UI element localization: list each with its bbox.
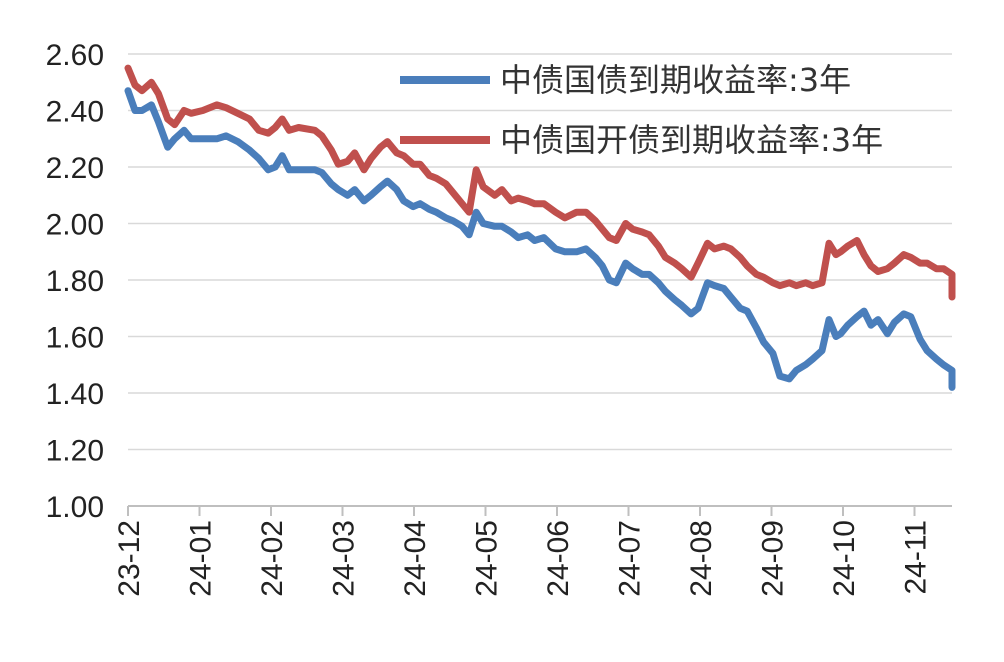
x-tick-label: 24-11 — [900, 520, 933, 595]
y-tick-label: 1.00 — [46, 491, 104, 524]
x-tick-label: 24-06 — [542, 520, 575, 597]
x-tick-label: 24-08 — [685, 520, 718, 597]
y-tick-label: 2.40 — [46, 96, 104, 129]
x-tick-label: 23-12 — [113, 520, 146, 597]
x-tick-label: 24-10 — [828, 520, 861, 597]
y-tick-label: 1.40 — [46, 378, 104, 411]
x-tick-label: 24-07 — [614, 520, 647, 597]
x-tick-label: 24-02 — [256, 520, 289, 597]
y-tick-label: 2.60 — [46, 39, 104, 72]
y-tick-label: 2.20 — [46, 152, 104, 185]
x-axis-tick-labels: 23-12 24-01 24-02 24-03 24-04 24-05 24-06 24-07… — [113, 520, 933, 597]
y-tick-label: 1.20 — [46, 435, 104, 468]
x-tick-label: 24-01 — [185, 520, 218, 597]
series-lines — [124, 64, 956, 391]
x-axis — [127, 505, 952, 516]
y-axis-tick-labels: 1.00 1.20 1.40 1.60 1.80 2.00 2.20 2.40 2.60 — [46, 39, 104, 524]
x-tick-label: 24-09 — [757, 520, 790, 597]
x-tick-label: 24-04 — [399, 520, 432, 597]
y-tick-label: 1.80 — [46, 265, 104, 298]
y-tick-label: 1.60 — [46, 322, 104, 355]
series-line-cgb-3y — [124, 87, 956, 391]
legend-label: 中债国开债到期收益率:3年 — [500, 121, 883, 159]
y-tick-label: 2.00 — [46, 209, 104, 242]
x-tick-label: 24-05 — [471, 520, 504, 597]
series-line-cdb-3y — [124, 64, 956, 301]
x-tick-label: 24-03 — [328, 520, 361, 597]
legend-label: 中债国债到期收益率:3年 — [500, 61, 851, 99]
